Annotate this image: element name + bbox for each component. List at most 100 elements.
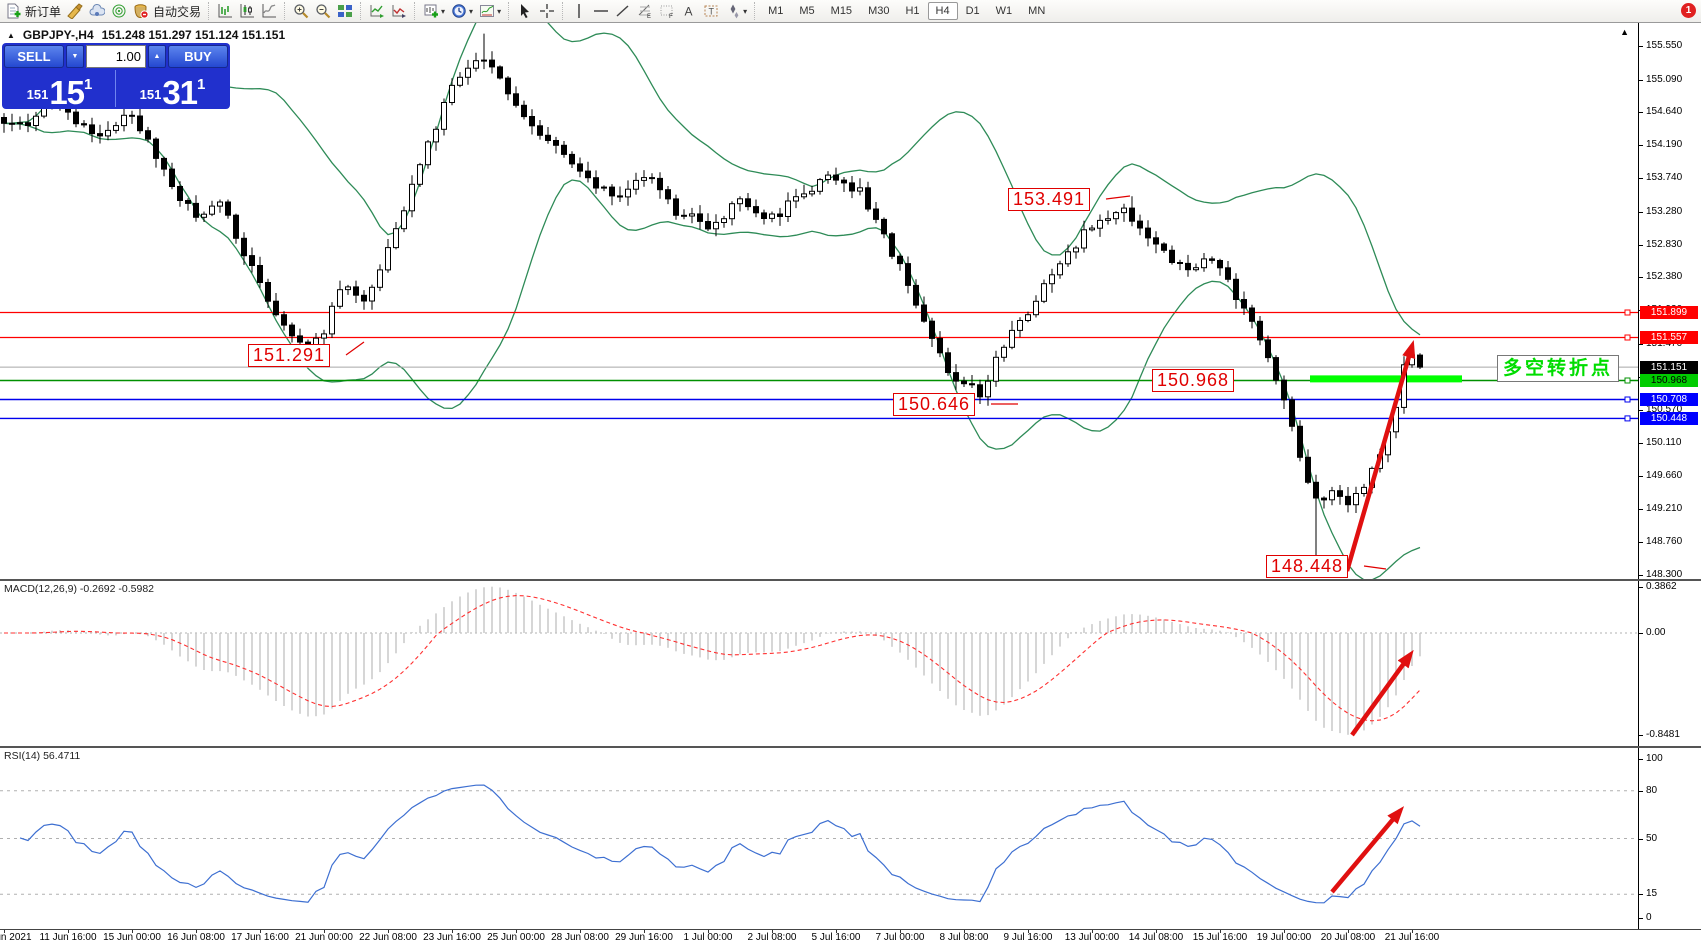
date-tick-mark <box>644 930 645 933</box>
price-tag: 151.899 <box>1640 306 1698 319</box>
new-order-button[interactable]: 新订单 <box>2 1 64 22</box>
notification-badge[interactable]: 1 <box>1681 3 1696 18</box>
date-label: 17 Jun 16:00 <box>231 932 289 943</box>
trendline-button[interactable] <box>612 1 634 22</box>
axis-tick-label: 149.210 <box>1646 503 1683 514</box>
bar-chart-button[interactable] <box>214 1 236 22</box>
rsi-axis[interactable]: 100 80 50 15 0 <box>1638 748 1701 929</box>
price-chart-canvas[interactable] <box>0 23 1638 579</box>
line-chart-button[interactable] <box>258 1 280 22</box>
volume-input[interactable] <box>86 45 146 68</box>
zoom-out-button[interactable] <box>312 1 334 22</box>
data-window-button[interactable] <box>366 1 388 22</box>
sell-price-display[interactable]: 151 15 1 <box>4 70 116 109</box>
styler-button[interactable] <box>64 1 86 22</box>
date-tick-mark <box>1028 930 1029 933</box>
macd-axis[interactable]: 0.3862 0.00 -0.8481 <box>1638 581 1701 746</box>
timeframe-button-D1[interactable]: D1 <box>958 2 988 20</box>
price-annotation[interactable]: 148.448 <box>1266 555 1349 578</box>
fibonacci-button[interactable]: E <box>634 1 656 22</box>
axis-tick-mark <box>1639 178 1643 179</box>
sell-button[interactable]: SELL <box>4 45 64 68</box>
date-label: 13 Jul 00:00 <box>1064 932 1120 943</box>
axis-tick-mark <box>1639 633 1643 634</box>
text-label-button[interactable]: T <box>700 1 722 22</box>
axis-tick-mark <box>1639 791 1643 792</box>
timeframe-button-M15[interactable]: M15 <box>823 2 860 20</box>
date-label: 7 Jul 00:00 <box>875 932 925 943</box>
shapes-button[interactable]: ▾ <box>722 1 750 22</box>
horizontal-line-button[interactable] <box>590 1 612 22</box>
svg-text:A: A <box>685 5 693 19</box>
volume-increase-button[interactable]: ▲ <box>148 45 166 68</box>
axis-tick-label: 15 <box>1646 888 1658 899</box>
fibonacci-icon: E <box>637 3 653 19</box>
axis-tick-label: 100 <box>1646 753 1663 764</box>
axis-tick-mark <box>1639 509 1643 510</box>
buy-button[interactable]: BUY <box>168 45 228 68</box>
text-button[interactable]: A <box>678 1 700 22</box>
signals-button[interactable] <box>108 1 130 22</box>
templates-button[interactable]: ▾ <box>476 1 504 22</box>
auto-trading-button[interactable]: 自动交易 <box>130 1 204 22</box>
axis-tick-mark <box>1639 443 1643 444</box>
cloud-button[interactable] <box>86 1 108 22</box>
price-annotation[interactable]: 150.646 <box>893 393 976 416</box>
date-label: 15 Jul 16:00 <box>1192 932 1248 943</box>
date-tick-mark <box>260 930 261 933</box>
date-label: 15 Jun 00:00 <box>103 932 161 943</box>
date-tick-mark <box>1156 930 1157 933</box>
timeframe-button-M1[interactable]: M1 <box>760 2 791 20</box>
tile-windows-button[interactable] <box>334 1 356 22</box>
timeframe-toolbar: M1 M5 M15 M30 H1 H4 D1 W1 MN <box>760 2 1053 20</box>
toolbar-separator <box>414 2 416 20</box>
chevron-down-icon: ▾ <box>441 6 446 16</box>
note-annotation[interactable]: 多空转折点 <box>1497 355 1620 382</box>
buy-price-display[interactable]: 151 31 1 <box>117 70 228 109</box>
date-tick-mark <box>900 930 901 933</box>
auto-trading-icon <box>133 3 149 19</box>
date-label: 20 Jul 08:00 <box>1320 932 1376 943</box>
axis-tick-mark <box>1639 277 1643 278</box>
profile-chart-icon <box>369 3 385 19</box>
price-annotation[interactable]: 150.968 <box>1152 369 1235 392</box>
candlestick-chart-button[interactable] <box>236 1 258 22</box>
date-axis[interactable]: 10 Jun 2021 11 Jun 16:00 15 Jun 00:00 16 Ju… <box>0 929 1701 943</box>
periodicity-button[interactable]: ▾ <box>448 1 476 22</box>
timeframe-button-MN[interactable]: MN <box>1020 2 1053 20</box>
price-annotation[interactable]: 153.491 <box>1008 188 1091 211</box>
axis-tick-mark <box>1639 80 1643 81</box>
toolbar-separator <box>208 2 210 20</box>
grid-button[interactable]: F <box>656 1 678 22</box>
cursor-button[interactable] <box>514 1 536 22</box>
timeframe-button-W1[interactable]: W1 <box>988 2 1021 20</box>
bar-chart-icon <box>217 3 233 19</box>
vertical-line-button[interactable] <box>568 1 590 22</box>
indicator-chart-icon <box>391 3 407 19</box>
crosshair-button[interactable] <box>536 1 558 22</box>
panel-separator[interactable] <box>0 579 1701 581</box>
axis-tick-label: 153.280 <box>1646 206 1683 217</box>
volume-decrease-button[interactable]: ▼ <box>66 45 84 68</box>
panel-separator[interactable] <box>0 746 1701 748</box>
date-label: 9 Jul 16:00 <box>1003 932 1053 943</box>
price-axis[interactable]: 155.550 155.090 154.640 154.190 153.740 153.2… <box>1638 23 1701 580</box>
axis-tick-label: 153.740 <box>1646 172 1683 183</box>
timeframe-button-H4[interactable]: H4 <box>927 2 958 20</box>
price-annotation[interactable]: 151.291 <box>248 344 331 367</box>
timeframe-button-H1[interactable]: H1 <box>897 2 927 20</box>
timeframe-button-M30[interactable]: M30 <box>860 2 897 20</box>
date-label: 16 Jun 08:00 <box>167 932 225 943</box>
label-icon: T <box>703 3 719 19</box>
zoom-in-icon <box>293 3 309 19</box>
macd-canvas[interactable] <box>0 581 1638 746</box>
rsi-canvas[interactable] <box>0 748 1638 929</box>
indicator-window-button[interactable] <box>388 1 410 22</box>
zoom-in-button[interactable] <box>290 1 312 22</box>
toolbar-separator <box>754 2 756 20</box>
clock-icon <box>451 3 467 19</box>
axis-tick-mark <box>1639 587 1643 588</box>
new-chart-button[interactable]: ▾ <box>420 1 448 22</box>
timeframe-button-M5[interactable]: M5 <box>791 2 822 20</box>
